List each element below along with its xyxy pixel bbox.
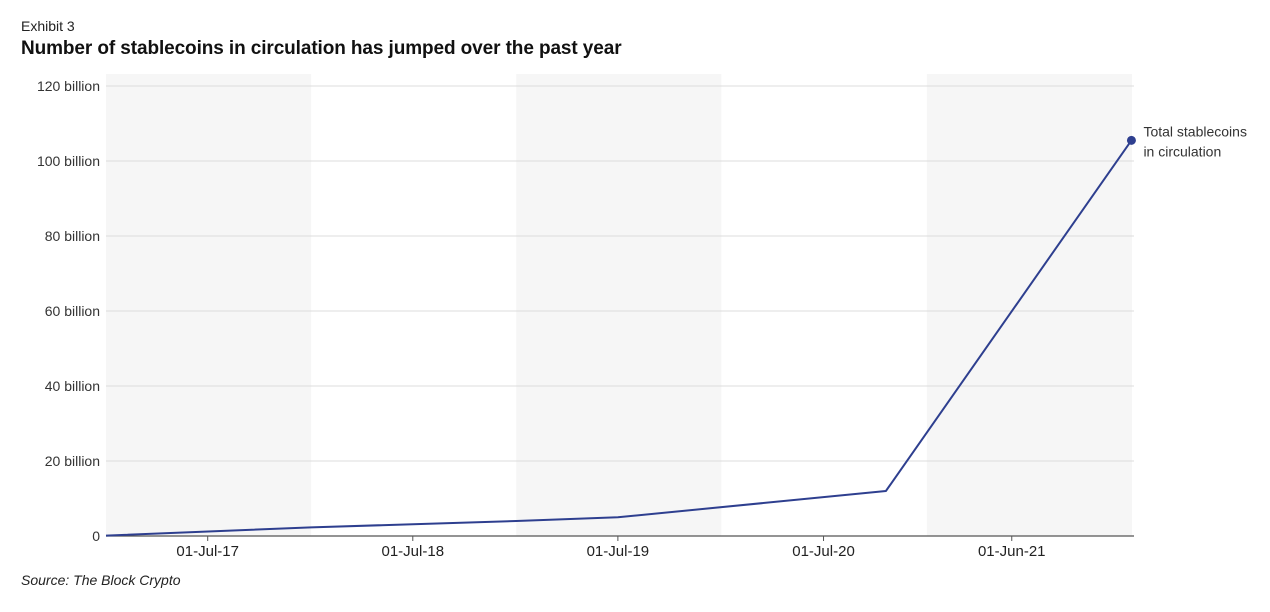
year-bands bbox=[106, 74, 1132, 536]
source-note: Source: The Block Crypto bbox=[21, 572, 181, 588]
year-band-2 bbox=[927, 74, 1132, 536]
y-axis-ticks: 0 20 billion 40 billion 60 billion 80 billio… bbox=[37, 78, 100, 544]
y-tick-label: 20 billion bbox=[45, 453, 100, 469]
x-tick-label: 01-Jul-20 bbox=[792, 543, 855, 560]
x-tick-label: 01-Jul-18 bbox=[382, 543, 445, 560]
y-tick-label: 120 billion bbox=[37, 78, 100, 94]
series-label: Total stablecoins in circulation bbox=[1143, 123, 1247, 159]
series-annotation: Total stablecoins in circulation bbox=[1143, 123, 1247, 159]
y-tick-label: 0 bbox=[92, 528, 100, 544]
series-endpoint bbox=[1127, 136, 1136, 145]
x-axis: 01-Jul-17 01-Jul-18 01-Jul-19 01-Jul-20 01-J… bbox=[106, 536, 1134, 560]
y-tick-label: 100 billion bbox=[37, 153, 100, 169]
year-band-1 bbox=[516, 74, 721, 536]
y-tick-label: 80 billion bbox=[45, 228, 100, 244]
x-tick-label: 01-Jul-19 bbox=[587, 543, 650, 560]
year-band-0 bbox=[106, 74, 311, 536]
y-tick-label: 60 billion bbox=[45, 303, 100, 319]
x-tick-label: 01-Jul-17 bbox=[176, 543, 239, 560]
y-tick-label: 40 billion bbox=[45, 378, 100, 394]
x-tick-label: 01-Jun-21 bbox=[978, 543, 1046, 560]
